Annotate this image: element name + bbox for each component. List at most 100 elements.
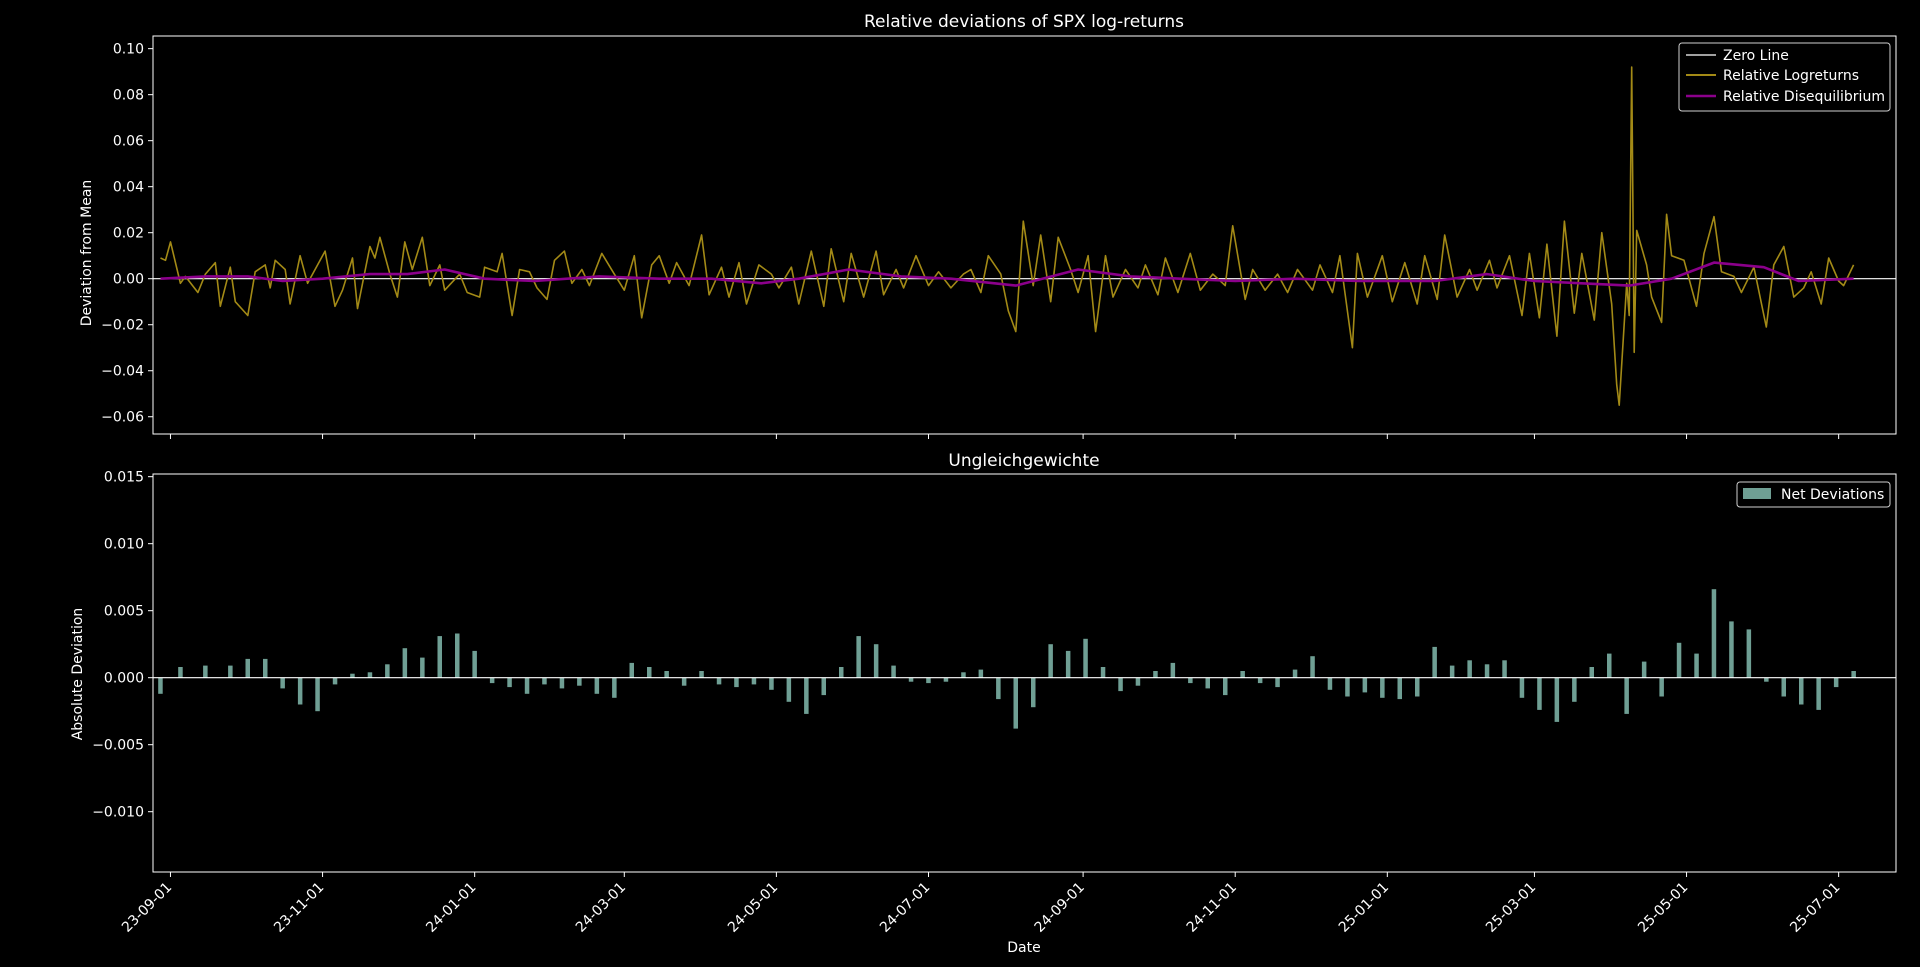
legend-label-net-deviations: Net Deviations [1781,487,1884,503]
net-deviation-bar [1188,677,1193,684]
net-deviation-bar [245,658,250,678]
legend-label-zero-line: Zero Line [1723,48,1789,64]
net-deviation-bar [332,677,338,685]
net-deviation-bar [1048,644,1053,678]
net-deviation-bar [1310,656,1315,678]
top-y-tick-label: −0.02 [101,318,144,334]
net-deviation-bar [1676,642,1682,678]
net-deviation-bar [961,672,966,678]
net-deviation-bar [1415,677,1420,697]
net-deviation-bar [1031,677,1036,708]
net-deviation-bar [1816,677,1821,710]
net-deviation-bar [1223,677,1228,696]
net-deviation-bar [1833,677,1839,688]
net-deviation-bar [1432,646,1437,678]
net-deviation-bar [1607,653,1612,678]
bottom-y-axis-label: Absolute Deviation [70,608,86,741]
net-deviation-bar [228,665,233,678]
net-deviation-bar [1659,677,1664,697]
net-deviation-bar [178,667,183,678]
net-deviation-bar [612,677,617,698]
net-deviation-bar [681,677,687,686]
net-deviation-bar [1484,664,1490,678]
bottom-y-tick-label: 0.015 [104,470,144,486]
net-deviation-bar [734,677,739,688]
net-deviation-bar [769,677,774,690]
net-deviation-bar [1554,677,1560,722]
net-deviation-bar [1624,677,1629,714]
net-deviation-bar [1641,661,1647,678]
net-deviation-bar [350,673,355,678]
net-deviation-bar [996,677,1001,700]
net-deviation-bar [943,677,949,682]
net-deviation-bar [629,662,634,678]
net-deviation-bar [203,665,208,678]
net-deviation-bar [1449,665,1455,678]
net-deviation-bar [664,671,669,678]
top-y-tick-label: 0.04 [113,180,144,196]
net-deviation-bar [1746,629,1752,678]
net-deviation-bar [786,677,792,702]
net-deviation-bar [647,667,652,678]
net-deviation-bar [1257,677,1263,684]
top-chart-title: Relative deviations of SPX log-returns [864,12,1184,32]
net-deviation-bar [1572,677,1577,702]
net-deviation-bar [472,650,477,678]
bottom-y-tick-label: 0.000 [104,671,144,687]
net-deviation-bar [1065,650,1071,678]
net-deviation-bar [367,672,373,678]
net-deviation-bar [1537,677,1542,710]
bottom-legend-box [1736,481,1891,508]
top-y-tick-label: −0.06 [101,410,144,426]
top-plot-frame [152,35,1897,435]
bottom-legend: Net Deviations [1736,481,1891,508]
net-deviation-bar [158,677,163,694]
net-deviation-bar [1589,667,1594,678]
net-deviation-bar [1764,677,1769,682]
net-deviation-bar [839,667,844,678]
net-deviation-bar [1467,660,1472,678]
net-deviation-bar [1711,589,1717,678]
net-deviation-bar [1781,677,1786,697]
net-deviation-bar [1170,662,1176,678]
bottom-y-tick-label: 0.010 [104,537,144,553]
top-legend: Zero Line Relative Logreturns Relative D… [1678,42,1891,112]
net-deviation-bar [1345,677,1350,697]
net-deviation-bar [1694,653,1699,678]
net-deviation-bar [577,677,582,686]
top-y-tick-label: 0.00 [113,272,144,288]
net-deviation-bar [1397,677,1402,700]
net-deviation-bar [402,648,408,678]
net-deviation-bar [1851,671,1856,678]
net-deviation-bar [908,677,914,682]
net-deviation-bar [891,665,896,678]
net-deviation-bar [437,636,442,678]
top-y-tick-label: 0.10 [113,42,144,58]
net-deviation-bar [1083,638,1088,678]
net-deviation-bar [856,636,861,678]
net-deviation-bar [385,664,390,678]
top-y-tick-label: 0.06 [113,134,144,150]
net-deviation-bar [821,677,826,696]
net-deviation-bar [926,677,931,684]
net-deviation-bar [1729,621,1734,678]
net-deviation-bar [1519,677,1525,698]
bottom-y-tick-label: −0.010 [92,805,144,821]
net-deviation-bar [1292,669,1298,678]
series-relative-logreturns [160,66,1855,406]
net-deviation-bar [873,644,879,678]
bottom-chart-title: Ungleichgewichte [948,451,1099,471]
net-deviation-bar [1327,677,1333,690]
net-deviation-bar [1118,677,1123,692]
bottom-y-tick-label: −0.005 [92,738,144,754]
net-deviation-bar [280,677,285,689]
net-deviation-bar [1362,677,1368,693]
legend-swatch-net-deviations [1743,488,1771,499]
net-deviation-bar [978,669,984,678]
net-deviation-bar [594,677,600,694]
net-deviation-bar [699,671,704,678]
legend-label-relative-disequilibrium: Relative Disequilibrium [1723,89,1885,105]
bottom-y-tick-label: 0.005 [104,604,144,620]
net-deviation-bar [507,677,512,688]
